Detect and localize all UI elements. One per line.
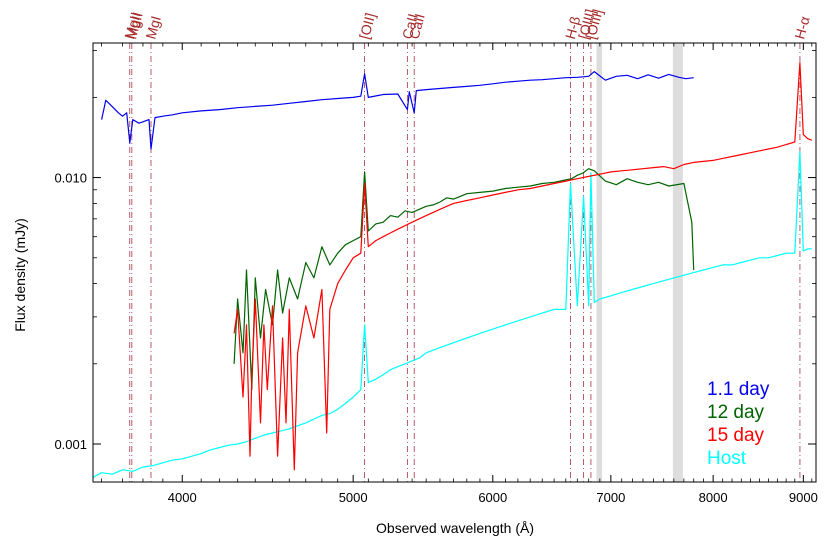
plot-frame: [92, 42, 817, 483]
telluric-band: [596, 43, 603, 482]
line-marker-label: CaII: [399, 12, 421, 41]
x-tick-label: 5000: [339, 490, 368, 505]
y-tick-label: 0.001: [54, 437, 87, 452]
legend-entry: Host: [707, 448, 747, 469]
series-line-1-1-day: [101, 71, 694, 150]
legend-entry: 15 day: [707, 425, 765, 446]
line-marker-label: H-β: [562, 15, 583, 41]
series-line-15-day: [233, 62, 813, 471]
legend-entry: 12 day: [707, 402, 765, 423]
series-line-host: [92, 151, 812, 478]
series-line-12-day: [233, 168, 695, 391]
legend-entry: 1.1 day: [707, 379, 770, 400]
x-axis-ticks: 4000 5000 6000 7000 8000 9000: [101, 43, 818, 505]
line-marker-label: [OIII]: [575, 7, 598, 40]
line-marker-label: MgII: [123, 10, 146, 40]
x-tick-label: 4000: [168, 490, 197, 505]
line-marker-label: [OIII]: [582, 7, 605, 40]
x-axis-label: Observed wavelength (Å): [376, 520, 534, 536]
series-layer: [92, 62, 813, 478]
y-axis-label: Flux density (mJy): [12, 218, 28, 332]
line-marker-label: [OII]: [356, 11, 378, 41]
y-tick-label: 0.010: [54, 171, 87, 186]
line-marker-label: CaII: [406, 12, 428, 41]
x-tick-label: 8000: [699, 490, 728, 505]
x-tick-label: 6000: [478, 490, 507, 505]
y-axis-ticks: 0.001 0.010: [54, 50, 816, 452]
line-marker-label: MgI: [142, 14, 163, 41]
line-marker-label: H-α: [791, 15, 812, 41]
x-tick-label: 9000: [789, 490, 818, 505]
telluric-band: [672, 43, 683, 482]
line-marker-label: MgII: [121, 10, 144, 40]
x-tick-label: 7000: [596, 490, 625, 505]
telluric-bands-layer: [596, 43, 683, 482]
